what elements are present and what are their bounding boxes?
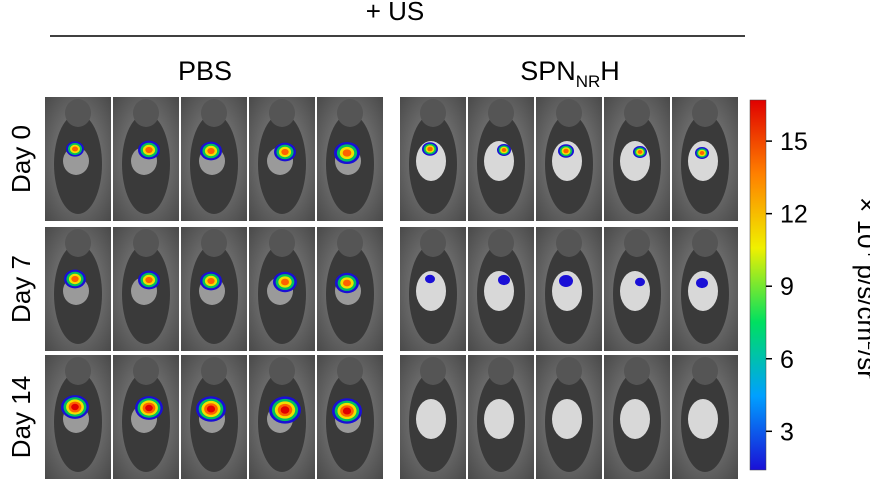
mouse-head xyxy=(201,99,227,127)
signal xyxy=(343,279,351,287)
skin-patch xyxy=(416,399,446,439)
signal xyxy=(498,274,510,286)
skin-patch xyxy=(620,399,650,439)
skin-patch xyxy=(688,141,718,181)
mouse-head xyxy=(269,357,295,385)
signal xyxy=(342,149,352,157)
mouse-head xyxy=(420,357,446,385)
signal xyxy=(207,147,215,155)
signal xyxy=(206,405,216,413)
row-label: Day 0 xyxy=(6,125,36,193)
skin-patch xyxy=(688,399,718,439)
row-label: Day 7 xyxy=(6,255,36,323)
group-title: PBS xyxy=(178,56,232,86)
mouse-head xyxy=(133,229,159,257)
signal xyxy=(207,277,215,285)
colorbar-label-suffix: /sr xyxy=(852,350,870,379)
mouse-head xyxy=(65,229,91,257)
mouse-head xyxy=(488,229,514,257)
signal xyxy=(72,146,78,152)
signal xyxy=(563,148,569,154)
signal xyxy=(427,146,433,152)
signal xyxy=(637,150,643,154)
mouse-head xyxy=(624,99,650,127)
mouse-head xyxy=(692,357,718,385)
signal xyxy=(71,403,79,411)
colorbar xyxy=(749,99,767,471)
signal xyxy=(145,146,153,154)
skin-patch xyxy=(620,141,650,181)
group-title-subscript: NR xyxy=(576,72,601,91)
colorbar-label-exponent: 4 xyxy=(864,248,870,257)
mouse-head xyxy=(556,229,582,257)
skin-patch xyxy=(484,399,514,439)
mouse-head xyxy=(201,357,227,385)
mouse-head xyxy=(420,99,446,127)
skin-patch xyxy=(688,271,718,311)
signal xyxy=(559,275,573,287)
mouse-head xyxy=(337,229,363,257)
mouse-head xyxy=(624,229,650,257)
mouse-head xyxy=(488,99,514,127)
mouse-head xyxy=(337,99,363,127)
mouse-head xyxy=(420,229,446,257)
signal xyxy=(71,275,79,283)
mouse-head xyxy=(269,99,295,127)
colorbar-label: × 104 p/s/cm2/sr xyxy=(852,197,870,379)
colorbar-label-unit-exponent: 2 xyxy=(864,341,870,350)
skin-patch xyxy=(484,271,514,311)
mouse-head xyxy=(269,229,295,257)
signal xyxy=(280,406,290,414)
signal xyxy=(281,278,289,286)
skin-patch xyxy=(552,399,582,439)
signal xyxy=(635,277,645,287)
group-title-main: SPN xyxy=(520,56,576,86)
colorbar-tick-label: 3 xyxy=(780,418,794,446)
signal xyxy=(145,276,153,284)
signal xyxy=(699,151,705,155)
signal xyxy=(342,407,352,415)
colorbar-label-unit: p/s/cm xyxy=(852,257,870,341)
mouse-head xyxy=(556,99,582,127)
skin-patch xyxy=(620,271,650,311)
mouse-head xyxy=(337,357,363,385)
mouse-head xyxy=(65,99,91,127)
mouse-head xyxy=(133,99,159,127)
signal xyxy=(501,148,507,152)
signal xyxy=(145,404,153,412)
header-title: + US xyxy=(366,0,425,26)
mouse-head xyxy=(65,357,91,385)
group-title: SPNNRH xyxy=(520,56,620,91)
image-grid xyxy=(45,97,738,479)
colorbar-tick-label: 6 xyxy=(780,346,794,374)
mouse-head xyxy=(201,229,227,257)
row-label: Day 14 xyxy=(6,376,36,458)
signal xyxy=(696,277,708,289)
colorbar-tick-label: 12 xyxy=(780,201,808,229)
colorbar-tick-label: 15 xyxy=(780,128,808,156)
colorbar-label-prefix: × 10 xyxy=(852,197,870,248)
skin-patch xyxy=(416,271,446,311)
mouse-head xyxy=(692,99,718,127)
signal xyxy=(281,148,289,156)
signal xyxy=(425,274,435,284)
mouse-head xyxy=(488,357,514,385)
mouse-head xyxy=(133,357,159,385)
mouse-head xyxy=(624,357,650,385)
group-title-suffix: H xyxy=(600,56,620,86)
mouse-head xyxy=(556,357,582,385)
mouse-head xyxy=(692,229,718,257)
colorbar-tick-label: 9 xyxy=(780,273,794,301)
